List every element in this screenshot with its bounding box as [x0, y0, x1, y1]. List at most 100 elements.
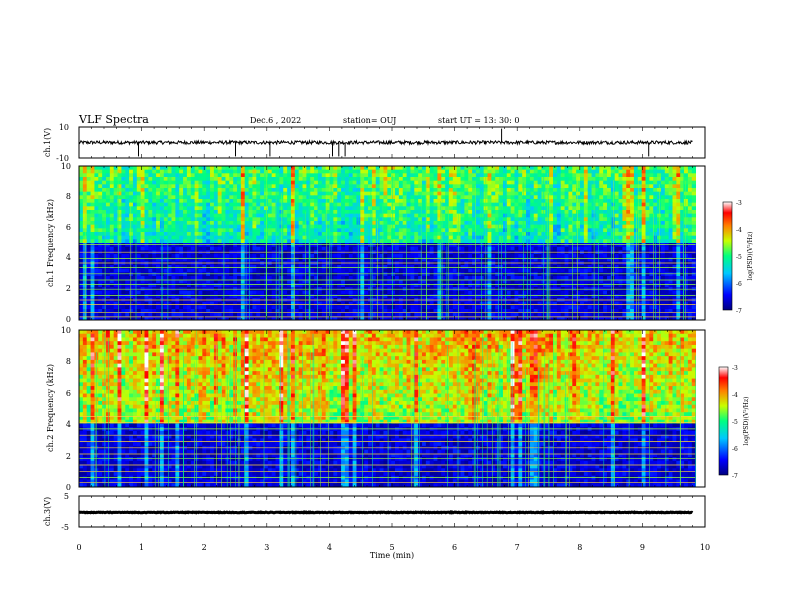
spectrogram-cell	[387, 184, 392, 189]
spectrogram-cell	[429, 206, 434, 211]
spectrogram-cell	[183, 199, 188, 204]
spectrogram-cell	[549, 206, 554, 211]
spectrogram-cell	[479, 169, 485, 174]
spectrogram-cell	[452, 177, 458, 182]
spectrogram-cell	[275, 265, 280, 270]
spectrogram-cell	[321, 224, 327, 229]
spectrogram-cell	[98, 188, 103, 193]
spectrogram-cell	[240, 177, 246, 182]
spectrogram-cell	[610, 272, 616, 277]
spectrogram-cell	[653, 195, 658, 200]
spectrogram-cell	[387, 206, 392, 211]
spectrogram-cell	[225, 195, 230, 200]
spectrogram-cell	[113, 191, 118, 196]
spectrogram-cell	[375, 265, 380, 270]
spectrogram-cell	[445, 243, 450, 248]
spectrogram-cell	[325, 173, 330, 178]
spectrogram-cell	[105, 279, 111, 284]
spectrogram-cell	[475, 265, 481, 270]
spectrogram-cell	[306, 184, 311, 189]
spectrogram-cell	[491, 224, 496, 229]
spectrogram-cell	[163, 173, 169, 178]
spectrogram-cell	[167, 272, 172, 277]
spectrogram-cell	[102, 243, 107, 248]
spectrogram-cell	[402, 206, 407, 211]
spectrogram-cell	[109, 261, 115, 266]
spectrogram-cell	[237, 199, 242, 204]
spectrogram-cell	[633, 213, 639, 218]
spectrogram-cell	[468, 177, 473, 182]
spectrogram-cell	[626, 177, 631, 182]
spectrogram-cell	[94, 254, 99, 259]
spectrogram-cell	[657, 206, 662, 211]
spectrogram-cell	[194, 202, 199, 207]
spectrogram-cell	[348, 235, 354, 240]
spectrogram-cell	[298, 180, 303, 185]
spectrogram-cell	[395, 177, 400, 182]
spectrogram-cell	[522, 276, 527, 281]
spectrogram-cell	[244, 169, 249, 174]
spectrogram-cell	[148, 206, 153, 211]
spectrogram-cell	[206, 239, 211, 244]
spectrogram-cell	[410, 235, 415, 240]
spectrogram-cell	[479, 180, 485, 185]
spectrogram-cell	[183, 221, 188, 226]
spectrogram-cell	[537, 276, 542, 281]
spectrogram-cell	[526, 246, 531, 251]
spectrogram-cell	[691, 276, 697, 281]
spectrogram-cell	[194, 217, 199, 222]
spectrogram-cell	[287, 166, 292, 171]
spectrogram-cell	[379, 199, 384, 204]
spectrogram-cell	[414, 169, 419, 174]
spectrogram-cell	[240, 188, 246, 193]
spectrogram-cell	[529, 180, 535, 185]
spectrogram-cell	[421, 246, 427, 251]
spectrogram-cell	[637, 221, 643, 226]
spectrogram-cell	[630, 217, 635, 222]
spectrogram-cell	[136, 268, 142, 273]
spectrogram-cell	[148, 195, 153, 200]
spectrogram-cell	[591, 180, 596, 185]
spectrogram-cell	[121, 199, 126, 204]
spectrogram-cell	[622, 217, 627, 222]
spectrogram-cell	[425, 199, 431, 204]
spectrogram-cell	[317, 221, 323, 226]
spectrogram-cell	[337, 210, 342, 215]
spectrogram-cell	[560, 180, 565, 185]
spectrogram-cell	[510, 257, 515, 262]
spectrogram-cell	[668, 206, 673, 211]
spectrogram-cell	[275, 221, 280, 226]
spectrogram-cell	[348, 257, 354, 262]
spectrogram-cell	[441, 276, 446, 281]
spectrogram-cell	[341, 180, 346, 185]
spectrogram-cell	[383, 184, 388, 189]
spectrogram-cell	[487, 213, 492, 218]
spectrogram-cell	[144, 232, 149, 237]
spectrogram-cell	[263, 173, 269, 178]
spectrogram-cell	[225, 257, 230, 262]
spectrogram-cell	[252, 210, 257, 215]
spectrogram-cell	[159, 177, 165, 182]
spectrogram-cell	[109, 202, 115, 207]
spectrogram-cell	[217, 272, 222, 277]
spectrogram-cell	[132, 276, 138, 281]
spectrogram-cell	[294, 276, 300, 281]
spectrogram-cell	[325, 254, 330, 259]
spectrogram-cell	[676, 243, 681, 248]
spectrogram-cell	[244, 265, 249, 270]
spectrogram-cell	[402, 243, 407, 248]
spectrogram-cell	[225, 202, 230, 207]
spectrogram-cell	[472, 228, 477, 233]
spectrogram-cell	[514, 257, 519, 262]
spectrogram-cell	[633, 173, 639, 178]
spectrogram-cell	[645, 210, 650, 215]
spectrogram-cell	[398, 191, 404, 196]
spectrogram-cell	[229, 239, 234, 244]
spectrogram-cell	[306, 188, 311, 193]
spectrogram-cell	[325, 202, 330, 207]
spectrogram-cell	[225, 261, 230, 266]
spectrogram-cell	[421, 232, 427, 237]
spectrogram-cell	[109, 246, 115, 251]
spectrogram-cell	[626, 276, 631, 281]
spectrogram-cell	[379, 177, 384, 182]
